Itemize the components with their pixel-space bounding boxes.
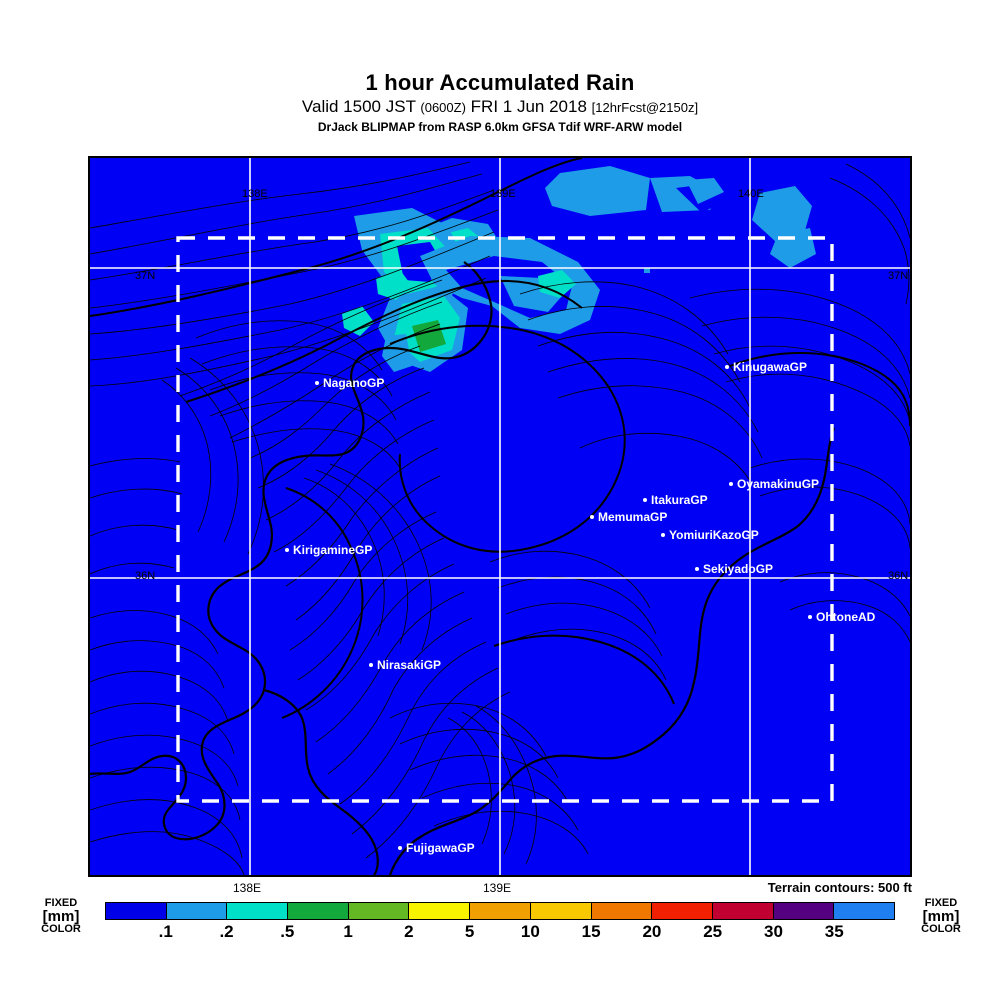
valid-date: FRI 1 Jun 2018 — [470, 97, 587, 116]
forecast-hour: [12hrFcst@2150z] — [591, 100, 699, 115]
colorbar-swatches[interactable] — [105, 902, 895, 920]
colorbar-segment-9[interactable] — [652, 903, 713, 919]
station-memumagp[interactable]: MemumaGP — [590, 510, 667, 524]
lat-label-37n-right: 37N — [888, 270, 909, 282]
lat-label-36n-right: 36N — [888, 570, 909, 582]
colorbar-segment-3[interactable] — [288, 903, 349, 919]
station-marker-dot — [398, 846, 402, 850]
legend-right-line1: FIXED — [924, 897, 958, 909]
station-label: SekiyadoGP — [703, 562, 774, 576]
colorbar-tick-30: 30 — [763, 922, 783, 941]
terrain-contours-major — [90, 158, 910, 719]
valid-time-utc: (0600Z) — [420, 100, 466, 115]
map-canvas — [90, 158, 910, 875]
page-title: 1 hour Accumulated Rain — [365, 70, 635, 95]
station-label: OhtoneAD — [816, 610, 876, 624]
title-valid-line: Valid 1500 JST (0600Z) FRI 1 Jun 2018 [1… — [0, 97, 1000, 118]
station-marker-dot — [808, 615, 812, 619]
colorbar-tick-5: 5 — [464, 922, 475, 941]
lon-label-139e-bottom: 139E — [483, 881, 512, 895]
colorbar-tick-2: 2 — [404, 922, 414, 941]
station-marker-dot — [285, 548, 289, 552]
station-yomiurikazogp[interactable]: YomiuriKazoGP — [661, 528, 759, 542]
colorbar-tick-15: 15 — [581, 922, 601, 941]
colorbar-segment-2[interactable] — [227, 903, 289, 919]
station-kinugawagp[interactable]: KinugawaGP — [725, 360, 807, 374]
colorbar-segment-0[interactable] — [106, 903, 167, 919]
station-label: NirasakiGP — [377, 658, 442, 672]
colorbar-tick-1: 1 — [343, 922, 353, 941]
station-label: NaganoGP — [323, 376, 385, 390]
lon-label-139e-top: 139E — [490, 188, 516, 200]
station-marker-dot — [369, 663, 373, 667]
lat-label-37n-left: 37N — [135, 270, 156, 282]
colorbar-tick-35: 35 — [824, 922, 844, 941]
colorbar-segment-8[interactable] — [591, 903, 653, 919]
station-ohtonead[interactable]: OhtoneAD — [808, 610, 875, 624]
terrain-contour-note: Terrain contours: 500 ft — [767, 880, 912, 895]
station-fujigawagp[interactable]: FujigawaGP — [398, 841, 475, 855]
lon-label-138e-top: 138E — [242, 188, 268, 200]
station-label: MemumaGP — [598, 510, 668, 524]
legend-left-line2: [mm] — [42, 908, 80, 925]
title-block: 1 hour Accumulated Rain Valid 1500 JST (… — [0, 70, 1000, 135]
station-marker-dot — [661, 533, 665, 537]
valid-time: Valid 1500 JST — [301, 97, 416, 116]
colorbar-tick-.2: .2 — [219, 922, 234, 941]
station-label: ItakuraGP — [651, 493, 708, 507]
station-marker-dot — [729, 482, 733, 486]
station-marker-dot — [643, 498, 647, 502]
colorbar-segment-1[interactable] — [166, 903, 228, 919]
colorbar-segment-10[interactable] — [712, 903, 774, 919]
coastline — [90, 261, 836, 875]
legend-right-caption: FIXED [mm] COLOR — [911, 898, 971, 935]
colorbar-segment-7[interactable] — [530, 903, 592, 919]
station-marker-dot — [725, 365, 729, 369]
legend-left-line3: COLOR — [41, 923, 81, 935]
station-naganogp[interactable]: NaganoGP — [315, 376, 384, 390]
lon-label-140e-top: 140E — [738, 188, 764, 200]
station-label: OyamakinuGP — [737, 477, 820, 491]
precip-shading — [342, 166, 816, 372]
station-label: KinugawaGP — [733, 360, 808, 374]
colorbar-tick-20: 20 — [642, 922, 662, 941]
station-oyamakinugp[interactable]: OyamakinuGP — [729, 477, 819, 491]
map-panel[interactable]: 138E 139E 140E NaganoGP KinugawaGP Oyama… — [88, 156, 912, 877]
colorbar-legend[interactable]: FIXED [mm] COLOR .1.2.5 1 2 5 10 15 20 25 30 35 F… — [0, 896, 1000, 956]
graticule-lines — [90, 158, 910, 875]
station-nirasakigp[interactable]: NirasakiGP — [369, 658, 441, 672]
station-marker-dot — [695, 567, 699, 571]
station-sekiyadogp[interactable]: SekiyadoGP — [695, 562, 773, 576]
legend-left-line1: FIXED — [44, 897, 78, 909]
colorbar-tick-.5: .5 — [280, 922, 295, 941]
station-kirigaminegp[interactable]: KirigamineGP — [285, 543, 372, 557]
model-source-line: DrJack BLIPMAP from RASP 6.0km GFSA Tdif… — [317, 120, 683, 134]
legend-right-line2: [mm] — [922, 908, 960, 925]
lon-label-138e-bottom: 138E — [233, 881, 262, 895]
colorbar-segment-12[interactable] — [834, 903, 894, 919]
colorbar-tick-25: 25 — [703, 922, 723, 941]
colorbar-segment-6[interactable] — [470, 903, 531, 919]
station-label: KirigamineGP — [293, 543, 373, 557]
station-label: YomiuriKazoGP — [669, 528, 759, 542]
forecast-domain-box — [176, 236, 834, 803]
station-itakuragp[interactable]: ItakuraGP — [643, 493, 708, 507]
colorbar-tick-labels: .1.2.5 1 2 5 10 15 20 25 30 35 — [105, 922, 895, 944]
lat-label-36n-left: 36N — [135, 570, 156, 582]
station-label: FujigawaGP — [406, 841, 475, 855]
colorbar-segment-11[interactable] — [773, 903, 835, 919]
station-marker-dot — [315, 381, 319, 385]
terrain-contours — [90, 161, 910, 875]
colorbar-segment-5[interactable] — [409, 903, 471, 919]
legend-left-caption: FIXED [mm] COLOR — [31, 898, 91, 935]
colorbar-tick-10: 10 — [520, 922, 540, 941]
colorbar-segment-4[interactable] — [348, 903, 410, 919]
colorbar-tick-.1: .1 — [158, 922, 173, 941]
legend-right-line3: COLOR — [921, 923, 961, 935]
station-marker-dot — [590, 515, 594, 519]
